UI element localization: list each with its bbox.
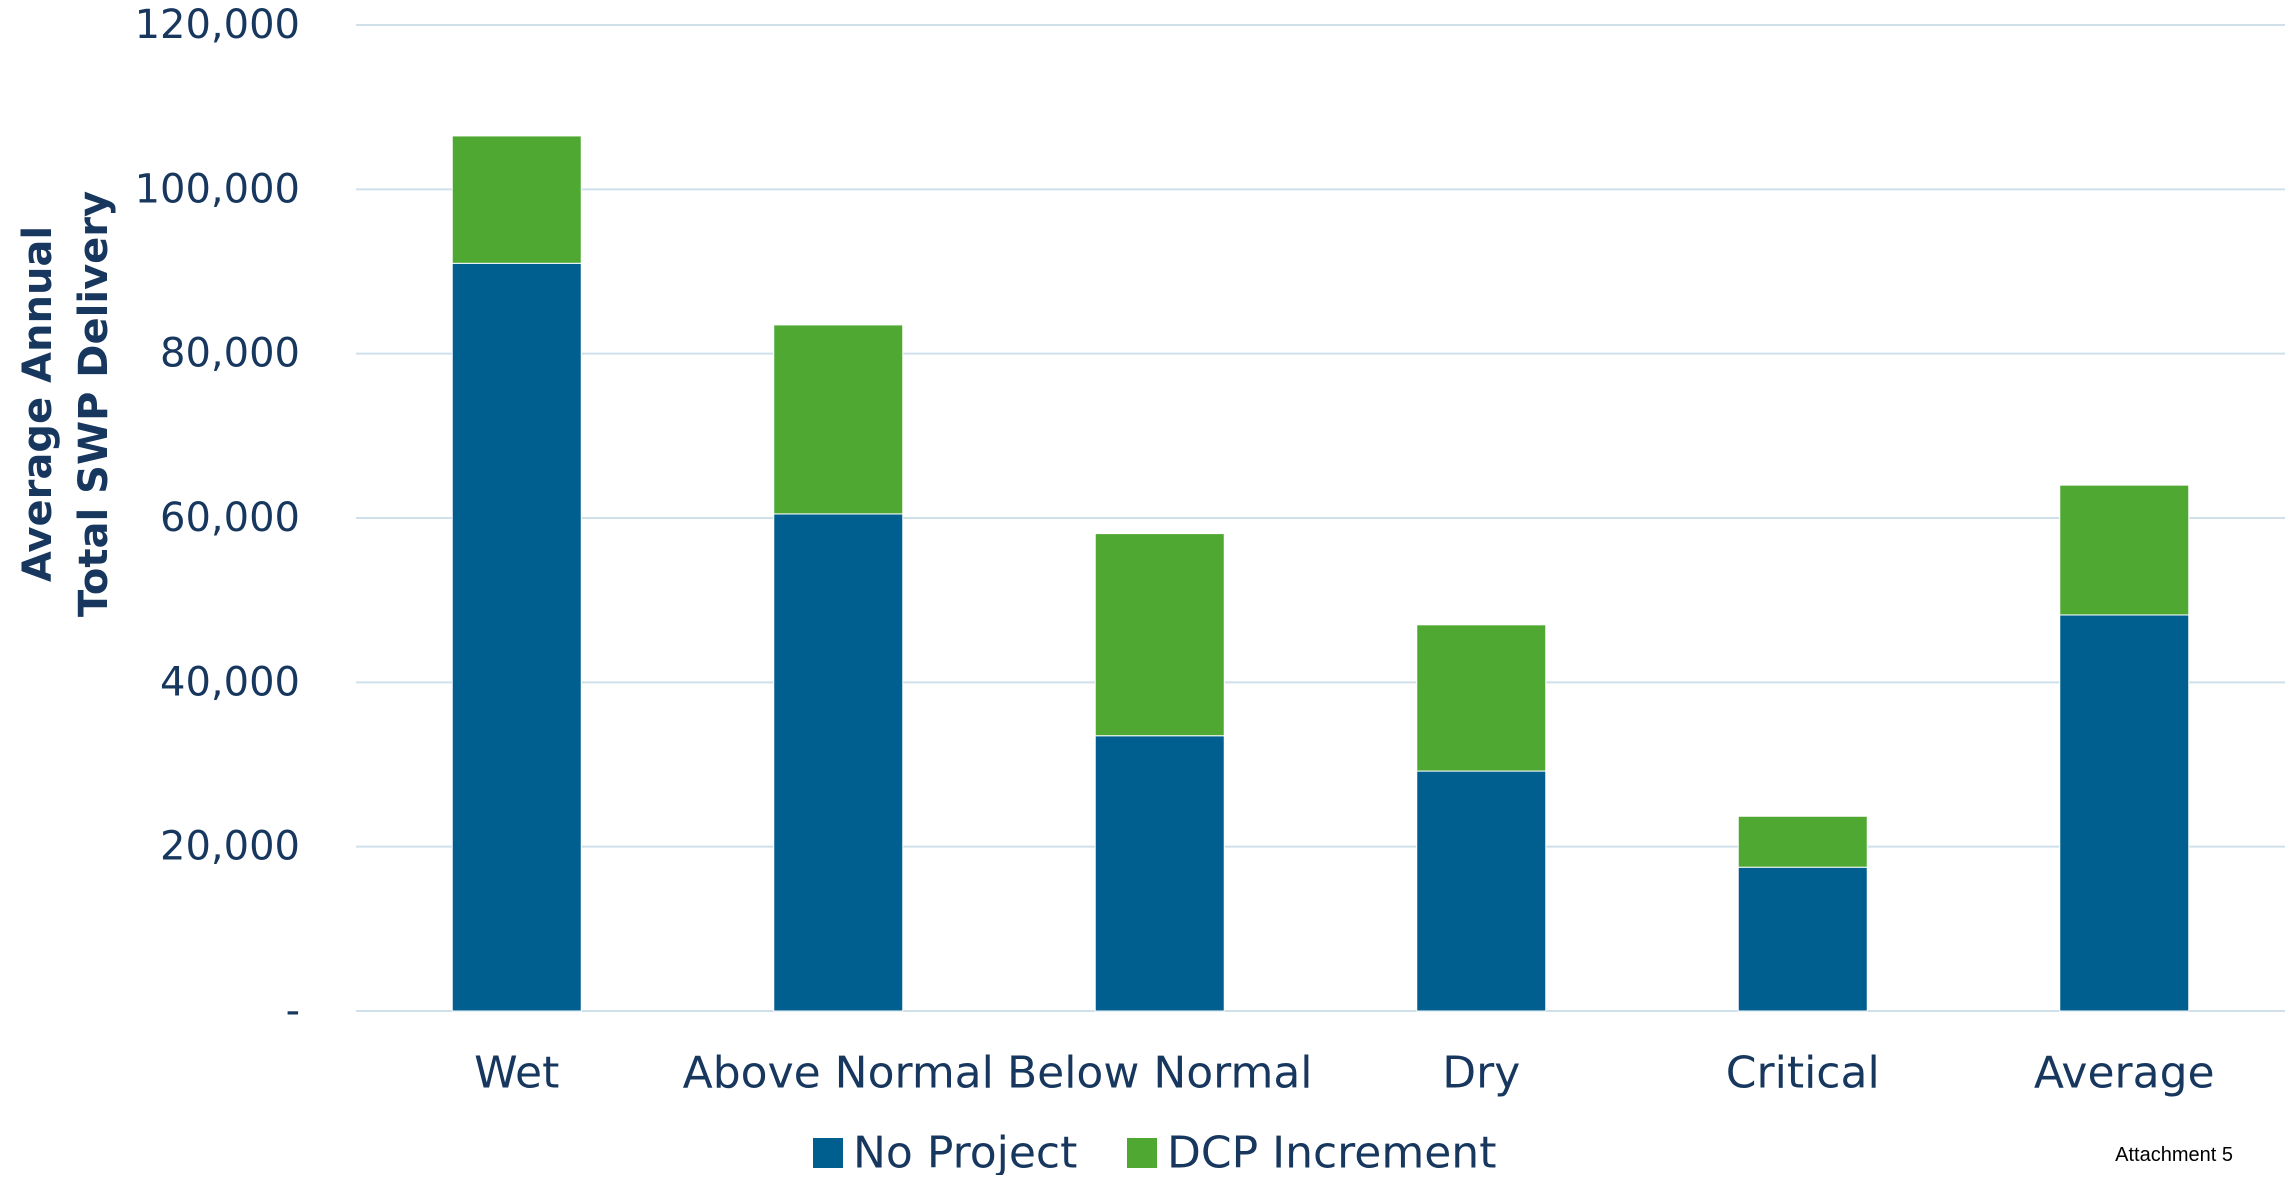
attachment-note: Attachment 5 [2115,1144,2233,1166]
x-category-label: Wet [474,1048,559,1099]
y-axis-ticks: - 20,000 40,000 60,000 80,000 100,000 120,000 [135,2,300,1034]
bar-segment [451,135,582,264]
x-category-label: Dry [1442,1048,1520,1099]
y-tick-label: 20,000 [160,824,300,870]
x-category-label: Average [2034,1048,2215,1099]
x-category-label: Critical [1726,1048,1880,1099]
legend-swatch [813,1138,843,1168]
x-category-label: Below Normal [1007,1048,1313,1099]
y-tick-label: 40,000 [160,659,300,705]
bar-segment [2059,484,2190,616]
bar-segment [1416,624,1547,772]
y-axis-title-line: Average Annual [15,226,61,582]
y-tick-label: - [286,988,300,1034]
x-axis-category-labels: Wet Above Normal Below Normal Dry Critical Av… [474,1048,2214,1099]
bar-segment [1737,866,1868,1012]
bar-segment [773,324,904,515]
bar-segment [1737,815,1868,868]
x-category-label: Above Normal [683,1048,994,1099]
y-tick-label: 120,000 [135,2,300,48]
bar-segment [451,262,582,1012]
bar-segment [1094,533,1225,737]
bars [451,135,2190,1012]
legend-label: No Project [853,1128,1077,1176]
bar-segment [1094,735,1225,1012]
y-axis-title: Average Annual Total SWP Delivery [15,191,117,617]
legend-swatch [1127,1138,1157,1168]
gridlines [356,24,2285,1012]
y-tick-label: 60,000 [160,495,300,541]
y-axis-title-line: Total SWP Delivery [71,191,117,617]
legend-label: DCP Increment [1167,1128,1496,1176]
y-tick-label: 100,000 [135,166,300,212]
bar-segment [2059,614,2190,1012]
bar-segment [773,513,904,1012]
legend: No Project DCP Increment [813,1128,1496,1179]
y-tick-label: 80,000 [160,331,300,377]
bar-segment [1416,770,1547,1012]
